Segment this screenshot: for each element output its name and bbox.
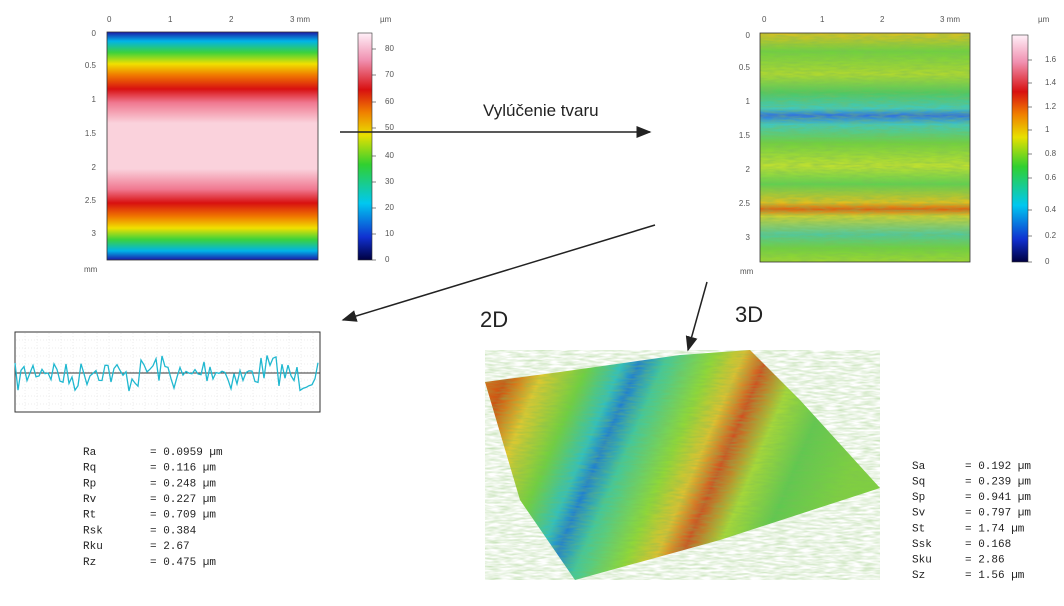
parameter-name: St bbox=[912, 523, 925, 535]
x-tick-label: 0 bbox=[107, 15, 112, 24]
parameter-value: = 0.227 µm bbox=[150, 494, 216, 506]
x-tick-label: 3 mm bbox=[290, 15, 310, 24]
figure: Vylúčenie tvaru 2D 3D 0 1 2 3 mm 0 0.5 1 1.5 2 2.… bbox=[0, 0, 1064, 606]
body: Vylúčenie tvaru 2D 3D 0 1 2 3 mm 0 0.5 1 1.5 2 2.… bbox=[0, 0, 1064, 606]
y-tick-label: 1 bbox=[92, 95, 97, 104]
colorbar-label: 0.6 bbox=[1045, 173, 1057, 182]
label-2d: 2D bbox=[480, 307, 508, 332]
parameter-name: Sv bbox=[912, 508, 926, 520]
parameter-value: = 1.56 µm bbox=[965, 570, 1025, 582]
profile-plot bbox=[15, 332, 320, 412]
colorbar-label: 40 bbox=[385, 151, 394, 160]
parameter-name: Sa bbox=[912, 461, 926, 473]
y-tick-label: 0.5 bbox=[85, 61, 97, 70]
parameter-name: Rv bbox=[83, 494, 97, 506]
parameter-name: Rq bbox=[83, 463, 96, 475]
parameter-value: = 0.0959 µm bbox=[150, 447, 223, 459]
parameter-name: Sq bbox=[912, 477, 925, 489]
colorbar-label: 10 bbox=[385, 229, 394, 238]
parameter-name: Rt bbox=[83, 510, 96, 522]
surface-texture bbox=[485, 350, 880, 580]
colorbar-unit: µm bbox=[1038, 15, 1050, 24]
y-tick-label: 2.5 bbox=[739, 199, 751, 208]
parameter-value: = 0.384 bbox=[150, 525, 197, 537]
y-tick-label: 2 bbox=[92, 163, 97, 172]
parameter-value: = 2.86 bbox=[965, 555, 1005, 567]
color-bar bbox=[358, 33, 372, 260]
colorbar-label: 1 bbox=[1045, 125, 1050, 134]
page: Vylúčenie tvaru { "left_map": { "x_ticks… bbox=[0, 0, 1064, 606]
colorbar-label: 60 bbox=[385, 97, 394, 106]
y-tick-label: 3 bbox=[746, 233, 751, 242]
y-tick-label: 1 bbox=[746, 97, 751, 106]
height-map bbox=[107, 32, 318, 260]
parameter-name: Rku bbox=[83, 541, 103, 553]
parameter-value: = 0.239 µm bbox=[965, 477, 1031, 489]
colorbar-label: 1.4 bbox=[1045, 78, 1057, 87]
colorbar-label: 1.2 bbox=[1045, 102, 1057, 111]
y-tick-label: 0 bbox=[746, 31, 751, 40]
y-tick-label: 2 bbox=[746, 165, 751, 174]
parameter-name: Ssk bbox=[912, 539, 932, 551]
parameter-name: Sp bbox=[912, 492, 925, 504]
parameter-value: = 1.74 µm bbox=[965, 523, 1025, 535]
parameter-name: Sku bbox=[912, 555, 932, 567]
colorbar-label: 80 bbox=[385, 44, 394, 53]
y-tick-label: 2.5 bbox=[85, 196, 97, 205]
x-tick-label: 0 bbox=[762, 15, 767, 24]
colorbar-label: 20 bbox=[385, 203, 394, 212]
axis-unit: mm bbox=[740, 267, 754, 276]
colorbar-label: 70 bbox=[385, 70, 394, 79]
parameter-value: = 0.941 µm bbox=[965, 492, 1031, 504]
parameter-value: = 0.797 µm bbox=[965, 508, 1031, 520]
colorbar-unit: µm bbox=[380, 15, 392, 24]
parameter-value: = 2.67 bbox=[150, 541, 190, 553]
y-tick-label: 1.5 bbox=[739, 131, 751, 140]
color-bar bbox=[1012, 35, 1028, 262]
arrow bbox=[688, 282, 707, 350]
axis-unit: mm bbox=[84, 265, 98, 274]
colorbar-label: 1.6 bbox=[1045, 55, 1057, 64]
colorbar-label: 0.8 bbox=[1045, 149, 1057, 158]
y-tick-label: 3 bbox=[92, 229, 97, 238]
map-texture bbox=[760, 33, 970, 262]
parameter-value: = 0.475 µm bbox=[150, 557, 216, 569]
parameter-name: Rsk bbox=[83, 525, 103, 537]
parameter-value: = 0.168 bbox=[965, 539, 1011, 551]
x-tick-label: 1 bbox=[820, 15, 825, 24]
arrow bbox=[343, 225, 655, 320]
colorbar-label: 0.4 bbox=[1045, 205, 1057, 214]
parameter-name: Sz bbox=[912, 570, 925, 582]
parameter-name: Rz bbox=[83, 557, 96, 569]
colorbar-label: 0 bbox=[1045, 257, 1050, 266]
y-tick-label: 0 bbox=[92, 29, 97, 38]
x-tick-label: 3 mm bbox=[940, 15, 960, 24]
x-tick-label: 2 bbox=[229, 15, 234, 24]
x-tick-label: 1 bbox=[168, 15, 173, 24]
parameter-name: Rp bbox=[83, 478, 96, 490]
parameter-value: = 0.709 µm bbox=[150, 510, 216, 522]
arrow-label: Vylúčenie tvaru bbox=[483, 101, 599, 120]
y-tick-label: 0.5 bbox=[739, 63, 751, 72]
colorbar-label: 30 bbox=[385, 177, 394, 186]
x-tick-label: 2 bbox=[880, 15, 885, 24]
colorbar-label: 50 bbox=[385, 123, 394, 132]
y-tick-label: 1.5 bbox=[85, 129, 97, 138]
colorbar-label: 0 bbox=[385, 255, 390, 264]
parameter-value: = 0.248 µm bbox=[150, 478, 216, 490]
label-3d: 3D bbox=[735, 302, 763, 327]
colorbar-label: 0.2 bbox=[1045, 231, 1057, 240]
parameter-name: Ra bbox=[83, 447, 97, 459]
parameter-value: = 0.192 µm bbox=[965, 461, 1031, 473]
parameter-value: = 0.116 µm bbox=[150, 463, 216, 475]
